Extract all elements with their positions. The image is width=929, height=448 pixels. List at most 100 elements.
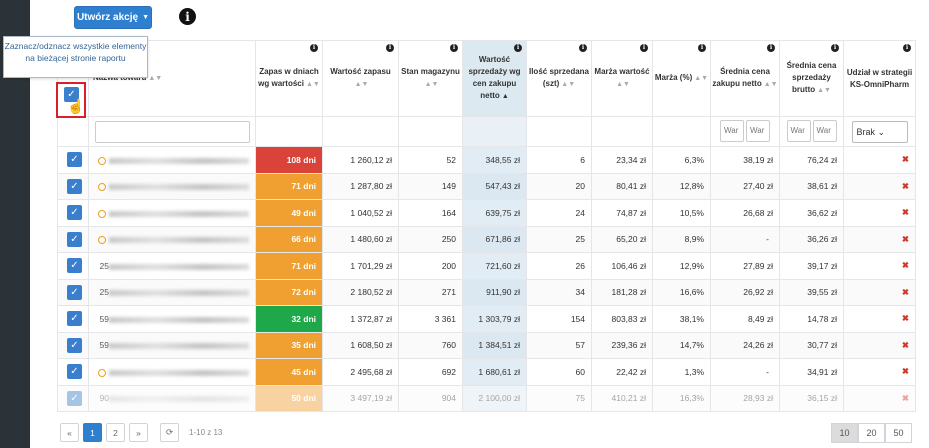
product-name-redacted [109,316,249,323]
table-cell: 16,3% [652,384,711,412]
table-cell[interactable]: ✓ [57,305,89,333]
header-udzial[interactable]: i Udział w strategii KS-OmniPharm [843,40,916,117]
next-page-button[interactable]: » [129,423,148,442]
table-cell: 30,77 zł [779,331,844,359]
table-cell[interactable]: ✓ [57,146,89,174]
info-icon: i [450,44,458,52]
table-cell: 904 [398,384,463,412]
table-row[interactable]: ✓ 66 dni 1 480,60 zł 250 671,86 zł 25 65,20 zł… [57,225,916,253]
row-checkbox[interactable]: ✓ [67,231,82,247]
header-sr-zakupu[interactable]: i Średnia cena zakupu netto ▲▼ [710,40,780,117]
page-2-button[interactable]: 2 [106,423,125,442]
header-wartosc-sprzedazy[interactable]: i Wartość sprzedaży wg cen zakupu netto ▲ [462,40,527,117]
info-icon: i [640,44,648,52]
header-sr-sprzedazy[interactable]: i Średnia cena sprzedaży brutto ▲▼ [779,40,844,117]
table-cell: 36,15 zł [779,384,844,412]
header-zapas-dni[interactable]: i Zapas w dniach wg wartości ▲▼ [255,40,323,117]
table-cell: 25 [88,252,256,280]
table-row[interactable]: ✓ 108 dni 1 260,12 zł 52 348,55 zł 6 23,34 zł 6… [57,146,916,174]
row-checkbox[interactable]: ✓ [67,258,82,274]
prev-page-button[interactable]: « [60,423,79,442]
page-size-50[interactable]: 50 [885,423,912,443]
row-checkbox[interactable]: ✓ [67,337,82,353]
table-cell: 26,68 zł [710,199,780,227]
page-size-10[interactable]: 10 [831,423,858,443]
header-wartosc-zapasu[interactable]: i Wartość zapasu▲▼ [322,40,399,117]
table-row[interactable]: ✓ 59 32 dni 1 372,87 zł 3 361 1 303,79 zł 154 8… [57,305,916,333]
row-checkbox[interactable]: ✓ [67,178,82,194]
table-cell: 59 [88,331,256,359]
table-row[interactable]: ✓ 90 50 dni 3 497,19 zł 904 2 100,00 zł 75 410,… [57,384,916,412]
table-row[interactable]: ✓ 25 71 dni 1 701,29 zł 200 721,60 zł 26 106,46… [57,252,916,280]
row-checkbox[interactable]: ✓ [67,390,82,406]
name-filter-input[interactable] [95,120,250,143]
x-icon: ✖ [901,180,909,191]
header-marza-wartosc[interactable]: i Marża wartość▲▼ [591,40,653,117]
row-checkbox[interactable]: ✓ [67,152,82,168]
table-cell: 149 [398,172,463,200]
page-size-20[interactable]: 20 [858,423,885,443]
table-cell: 12,9% [652,252,711,280]
table-cell: 72 dni [255,278,323,306]
x-icon: ✖ [901,207,909,218]
info-icon: i [386,44,394,52]
table-cell: ✖ [843,384,916,412]
table-cell: 60 [526,358,592,386]
table-cell: 75 [526,384,592,412]
table-cell[interactable]: ✓ [57,358,89,386]
table-cell[interactable]: ✓ [57,199,89,227]
table-cell: 639,75 zł [462,199,527,227]
table-cell: 39,17 zł [779,252,844,280]
pagination: « 1 2 » ⟳ 1-10 z 13 [60,423,222,442]
table-cell[interactable]: ✓ [57,172,89,200]
table-row[interactable]: ✓ 45 dni 2 495,68 zł 692 1 680,61 zł 60 22,42 … [57,358,916,386]
header-stan[interactable]: i Stan magazynu▲▼ [398,40,463,117]
refresh-icon[interactable]: ⟳ [160,423,179,442]
x-icon: ✖ [901,154,909,165]
table-cell: ✖ [843,358,916,386]
table-row[interactable]: ✓ 49 dni 1 040,52 zł 164 639,75 zł 24 74,87 zł… [57,199,916,227]
header-ilosc[interactable]: i Ilość sprzedana (szt) ▲▼ [526,40,592,117]
table-cell: ✖ [843,172,916,200]
info-icon: i [831,44,839,52]
info-icon: i [767,44,775,52]
strategy-filter-select[interactable]: Brak ⌄ [851,120,908,143]
table-cell: 1 040,52 zł [322,199,399,227]
row-checkbox[interactable]: ✓ [67,364,82,380]
table-cell[interactable]: ✓ [57,252,89,280]
table-cell [88,358,256,386]
row-checkbox[interactable]: ✓ [67,311,82,327]
table-cell: 6,3% [652,146,711,174]
table-cell[interactable]: ✓ [57,331,89,359]
table-cell[interactable]: ✓ [57,278,89,306]
header-marza-proc[interactable]: i Marża (%) ▲▼ [652,40,711,117]
table-row[interactable]: ✓ 59 35 dni 1 608,50 zł 760 1 384,51 zł 57 239,… [57,331,916,359]
info-icon: i [698,44,706,52]
product-name-redacted [109,263,249,270]
min-filter-input[interactable]: War [786,119,811,142]
table-cell[interactable]: ✓ [57,384,89,412]
product-name-redacted [109,210,249,217]
table-row[interactable]: ✓ 71 dni 1 287,80 zł 149 547,43 zł 20 80,41 zł… [57,172,916,200]
page-1-button[interactable]: 1 [83,423,102,442]
table-cell: 8,9% [652,225,711,253]
table-cell [88,172,256,200]
table-cell: 14,78 zł [779,305,844,333]
table-cell: 45 dni [255,358,323,386]
table-row[interactable]: ✓ 25 72 dni 2 180,52 zł 271 911,90 zł 34 181,28… [57,278,916,306]
table-cell [88,146,256,174]
select-all-checkbox[interactable]: ✓ [64,87,79,102]
table-cell[interactable]: ✓ [57,225,89,253]
table-cell: 38,1% [652,305,711,333]
row-checkbox[interactable]: ✓ [67,284,82,300]
min-filter-input[interactable]: War [720,119,744,142]
table-cell: ✖ [843,225,916,253]
max-filter-input[interactable]: War [812,119,837,142]
product-name-redacted [109,369,249,376]
info-icon[interactable]: i [179,8,196,25]
table-cell: ✖ [843,331,916,359]
max-filter-input[interactable]: War [746,119,770,142]
create-action-button[interactable]: Utwórz akcję ▼ [74,6,152,29]
table-cell: 348,55 zł [462,146,527,174]
row-checkbox[interactable]: ✓ [67,205,82,221]
